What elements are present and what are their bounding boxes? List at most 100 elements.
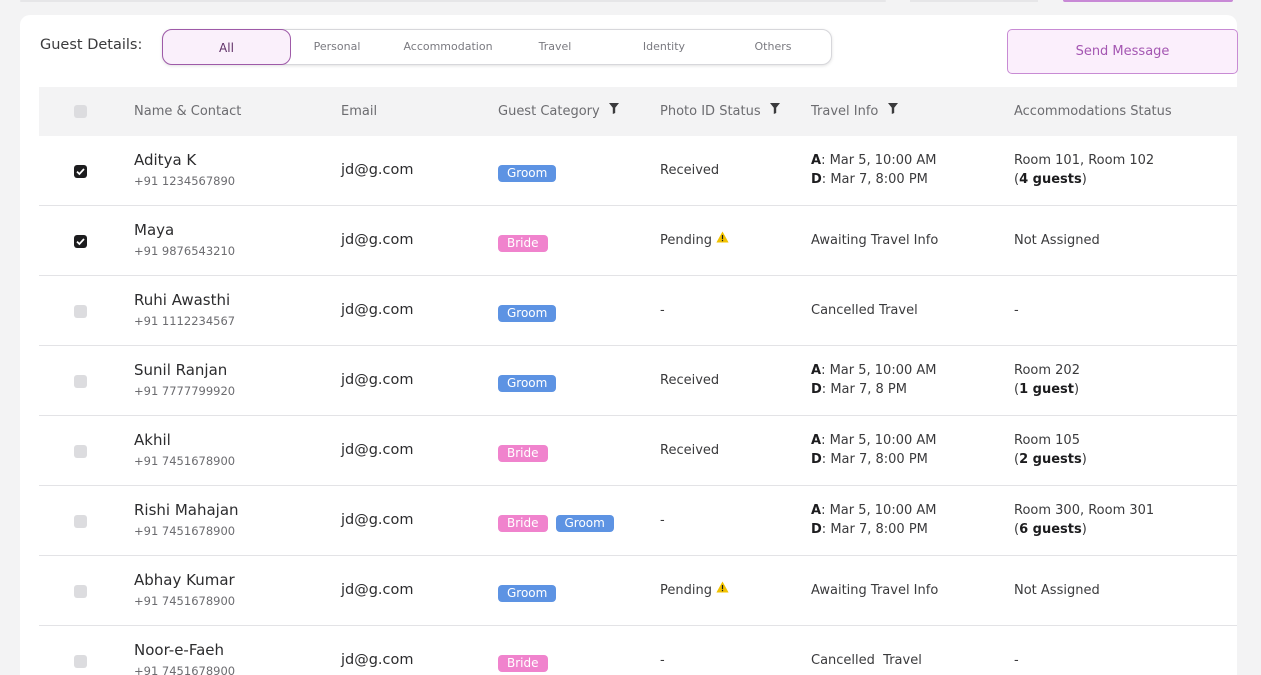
tab-others[interactable]: Others	[754, 40, 792, 53]
row-checkbox[interactable]	[74, 655, 87, 668]
guest-name[interactable]: Aditya K	[134, 151, 197, 169]
travel-info: Awaiting Travel Info	[811, 233, 939, 248]
photo-id-status: -	[660, 653, 665, 668]
photo-id-status: Received	[660, 163, 719, 178]
table-header: Name & Contact Email Guest Category Phot…	[39, 87, 1237, 136]
table-row[interactable]: Noor-e-Faeh +91 7451678900 jd@g.com Bride - C…	[39, 626, 1237, 675]
accommodation-rooms: Room 105	[1014, 433, 1080, 448]
category-tag-groom: Groom	[498, 585, 557, 602]
guest-phone: +91 9876543210	[134, 244, 236, 258]
accommodation-guests: 4 guests	[1019, 172, 1082, 187]
photo-id-status: Pending	[660, 581, 729, 598]
table-row[interactable]: Aditya K +91 1234567890 jd@g.com Groom Recei…	[39, 136, 1237, 206]
guest-details-label: Guest Details:	[40, 37, 143, 53]
category-tag-groom: Groom	[498, 305, 557, 322]
guest-name[interactable]: Akhil	[134, 431, 171, 449]
guest-name[interactable]: Abhay Kumar	[134, 571, 235, 589]
arrival-time: Mar 5, 10:00 AM	[829, 433, 937, 448]
tab-accommodation[interactable]: Accommodation	[403, 40, 493, 53]
guest-name[interactable]: Noor-e-Faeh	[134, 641, 225, 659]
table-row[interactable]: Abhay Kumar +91 7451678900 jd@g.com Groom Pe…	[39, 556, 1237, 626]
row-checkbox[interactable]	[74, 165, 87, 178]
departure-time: Mar 7, 8:00 PM	[830, 172, 928, 187]
arrival-time: Mar 5, 10:00 AM	[829, 503, 937, 518]
row-checkbox[interactable]	[74, 515, 87, 528]
category-tag-bride: Bride	[498, 515, 548, 532]
guest-email: jd@g.com	[341, 162, 414, 178]
send-message-button[interactable]: Send Message	[1007, 29, 1238, 74]
guest-category: Groom	[498, 162, 564, 182]
photo-id-status-text: Pending	[660, 233, 712, 248]
header-travel-info: Travel Info	[811, 87, 898, 136]
arrival-label: A	[811, 503, 822, 518]
category-tag-bride: Bride	[498, 235, 548, 252]
travel-info: Awaiting Travel Info	[811, 583, 939, 598]
travel-info: A: Mar 5, 10:00 AM D: Mar 7, 8:00 PM	[811, 153, 937, 187]
departure-label: D	[811, 522, 822, 537]
warning-icon	[716, 231, 729, 247]
guest-phone: +91 7451678900	[134, 664, 236, 675]
departure-label: D	[811, 382, 822, 397]
row-checkbox[interactable]	[74, 375, 87, 388]
table-row[interactable]: Akhil +91 7451678900 jd@g.com Bride Received…	[39, 416, 1237, 486]
accommodation-status: -	[1014, 303, 1019, 318]
guest-name[interactable]: Maya	[134, 221, 175, 239]
tab-personal[interactable]: Personal	[313, 40, 361, 53]
row-checkbox[interactable]	[74, 305, 87, 318]
guest-phone: +91 7777799920	[134, 384, 236, 398]
select-all-checkbox[interactable]	[74, 105, 87, 118]
arrival-label: A	[811, 433, 822, 448]
filter-icon[interactable]	[887, 86, 898, 135]
table-row[interactable]: Rishi Mahajan +91 7451678900 jd@g.com Bride…	[39, 486, 1237, 556]
category-filter-tabs: All Personal Accommodation Travel Identi…	[162, 29, 832, 65]
filter-icon[interactable]	[769, 86, 780, 135]
guest-email: jd@g.com	[341, 372, 414, 388]
travel-info: A: Mar 5, 10:00 AM D: Mar 7, 8:00 PM	[811, 503, 937, 537]
row-checkbox[interactable]	[74, 445, 87, 458]
accommodation-status: Room 101, Room 102 (4 guests)	[1014, 153, 1155, 187]
header-guest-category: Guest Category	[498, 87, 619, 136]
guest-email: jd@g.com	[341, 582, 414, 598]
photo-id-status: -	[660, 303, 665, 318]
filter-icon[interactable]	[608, 86, 619, 135]
guest-name[interactable]: Rishi Mahajan	[134, 501, 239, 519]
tab-identity[interactable]: Identity	[642, 40, 686, 53]
guest-category: Bride	[498, 442, 556, 462]
guest-phone: +91 7451678900	[134, 524, 236, 538]
arrival-label: A	[811, 363, 822, 378]
header-email: Email	[341, 104, 378, 119]
travel-info: Cancelled Travel	[811, 303, 918, 318]
table-row[interactable]: Maya +91 9876543210 jd@g.com Bride Pending Aw…	[39, 206, 1237, 276]
table-row[interactable]: Sunil Ranjan +91 7777799920 jd@g.com Groom R…	[39, 346, 1237, 416]
header-travel-info-label: Travel Info	[811, 104, 879, 119]
guest-name[interactable]: Sunil Ranjan	[134, 361, 228, 379]
guest-category: Bride	[498, 652, 556, 672]
row-checkbox[interactable]	[74, 585, 87, 598]
guest-email: jd@g.com	[341, 302, 414, 318]
photo-id-status: Received	[660, 373, 719, 388]
departure-time: Mar 7, 8 PM	[830, 382, 907, 397]
tab-all[interactable]: All	[162, 29, 291, 65]
travel-info: A: Mar 5, 10:00 AM D: Mar 7, 8:00 PM	[811, 433, 937, 467]
photo-id-status-text: Received	[660, 443, 720, 458]
header-accommodations-status: Accommodations Status	[1014, 104, 1172, 119]
photo-id-status-text: -	[660, 303, 665, 318]
photo-id-status-text: Pending	[660, 583, 712, 598]
guest-name[interactable]: Ruhi Awasthi	[134, 291, 231, 309]
accommodation-status: Not Assigned	[1014, 583, 1100, 598]
photo-id-status-text: Received	[660, 373, 720, 388]
category-tag-groom: Groom	[498, 375, 557, 392]
photo-id-status-text: Received	[660, 163, 720, 178]
accommodation-guests: 2 guests	[1019, 452, 1082, 467]
guest-email: jd@g.com	[341, 232, 414, 248]
category-tag-bride: Bride	[498, 655, 548, 672]
tab-travel[interactable]: Travel	[538, 40, 572, 53]
guest-details-card: Guest Details: All Personal Accommodatio…	[20, 15, 1238, 675]
table-row[interactable]: Ruhi Awasthi +91 1112234567 jd@g.com Groom -…	[39, 276, 1237, 346]
row-checkbox[interactable]	[74, 235, 87, 248]
departure-time: Mar 7, 8:00 PM	[830, 522, 928, 537]
accommodation-status: Room 105 (2 guests)	[1014, 433, 1087, 467]
travel-info: A: Mar 5, 10:00 AM D: Mar 7, 8 PM	[811, 363, 937, 397]
photo-id-status: -	[660, 513, 665, 528]
guest-phone: +91 7451678900	[134, 594, 236, 608]
